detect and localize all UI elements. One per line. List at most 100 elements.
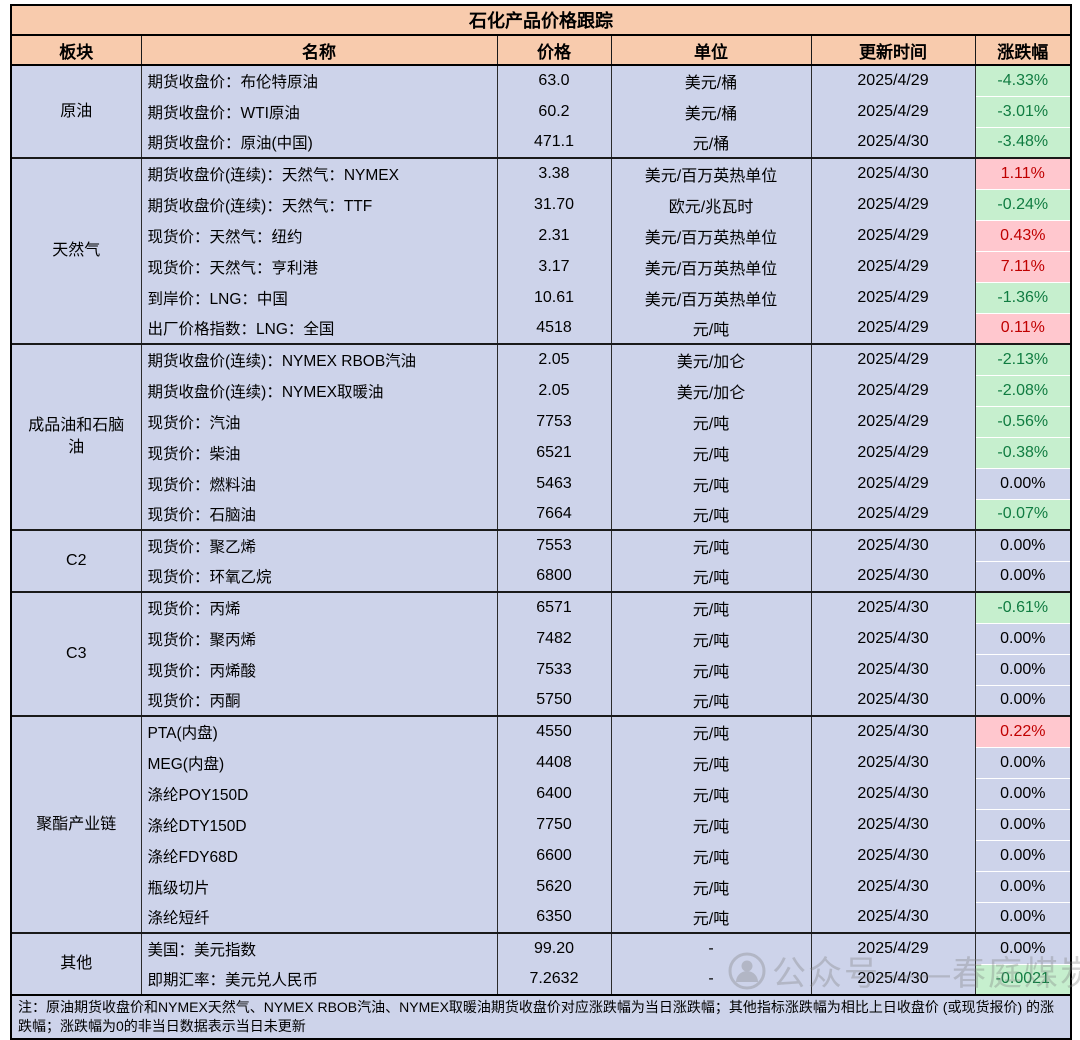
table-row: 现货价：丙烯酸 7533 元/吨 2025/4/30 0.00% [11, 653, 1073, 685]
unit-cell: 元/吨 [610, 591, 812, 623]
price-cell: 7482 [496, 623, 612, 654]
product-name-cell: 涤纶DTY150D [140, 809, 498, 840]
product-name-cell: 现货价：环氧乙烷 [140, 561, 498, 592]
unit-cell: 元/吨 [610, 654, 812, 685]
unit-cell: 元/吨 [610, 529, 812, 561]
column-header-name: 名称 [140, 34, 498, 66]
column-header-sector: 板块 [10, 34, 142, 66]
table-row: 期货收盘价：原油(中国) 471.1 元/桶 2025/4/30 -3.48% [11, 126, 1073, 158]
section-label: C3 [10, 591, 142, 716]
table-row: 现货价：聚丙烯 7482 元/吨 2025/4/30 0.00% [11, 622, 1073, 654]
price-cell: 7664 [496, 499, 612, 530]
price-cell: 6400 [496, 778, 612, 809]
price-cell: 6521 [496, 437, 612, 468]
product-name-cell: 期货收盘价：布伦特原油 [140, 64, 498, 96]
update-date-cell: 2025/4/29 [810, 932, 976, 964]
price-cell: 5620 [496, 871, 612, 902]
page-title: 石化产品价格跟踪 [9, 4, 1073, 36]
table-row: 到岸价：LNG：中国 10.61 美元/百万英热单位 2025/4/29 -1.36% [11, 281, 1073, 313]
table-row: 期货收盘价(连续)：NYMEX取暖油 2.05 美元/加仑 2025/4/29 -2.0… [11, 374, 1073, 406]
update-date-cell: 2025/4/30 [810, 964, 976, 995]
update-date-cell: 2025/4/30 [810, 715, 976, 747]
column-header-update-time: 更新时间 [810, 34, 976, 66]
price-cell: 10.61 [496, 282, 612, 313]
price-cell: 6350 [496, 902, 612, 933]
unit-cell: - [610, 932, 812, 964]
unit-cell: 元/吨 [610, 313, 812, 344]
change-percent-cell: 0.00% [974, 777, 1073, 809]
price-cell: 7753 [496, 406, 612, 437]
table-row: 瓶级切片 5620 元/吨 2025/4/30 0.00% [11, 870, 1073, 902]
price-cell: 5463 [496, 468, 612, 499]
price-cell: 31.70 [496, 189, 612, 220]
price-cell: 7553 [496, 529, 612, 561]
update-date-cell: 2025/4/29 [810, 251, 976, 282]
table-row: 涤纶FDY68D 6600 元/吨 2025/4/30 0.00% [11, 839, 1073, 871]
unit-cell: 元/吨 [610, 623, 812, 654]
price-tracking-sheet: 石化产品价格跟踪 板块 名称 价格 单位 更新时间 涨跌幅 原油 期货收盘价：布伦… [9, 4, 1073, 1040]
unit-cell: 元/吨 [610, 468, 812, 499]
update-date-cell: 2025/4/30 [810, 747, 976, 778]
table-row: 现货价：天然气：纽约 2.31 美元/百万英热单位 2025/4/29 0.43% [11, 219, 1073, 251]
change-percent-cell: -1.36% [974, 281, 1073, 313]
change-percent-cell: -2.13% [974, 343, 1073, 375]
table-row: 现货价：天然气：亨利港 3.17 美元/百万英热单位 2025/4/29 7.11% [11, 250, 1073, 282]
change-percent-cell: 0.00% [974, 653, 1073, 685]
change-percent-cell: 0.00% [974, 529, 1073, 561]
unit-cell: 美元/加仑 [610, 343, 812, 375]
product-name-cell: 出厂价格指数：LNG：全国 [140, 313, 498, 344]
price-cell: 7750 [496, 809, 612, 840]
table-body: 原油 期货收盘价：布伦特原油 63.0 美元/桶 2025/4/29 -4.33% 期货收盘… [10, 64, 1073, 995]
section-label: 聚酯产业链 [10, 715, 142, 933]
table-row: 现货价：丙酮 5750 元/吨 2025/4/30 0.00% [11, 684, 1073, 716]
update-date-cell: 2025/4/30 [810, 591, 976, 623]
unit-cell: 元/吨 [610, 809, 812, 840]
change-percent-cell: 0.43% [974, 219, 1073, 251]
product-name-cell: 到岸价：LNG：中国 [140, 282, 498, 313]
price-cell: 5750 [496, 685, 612, 716]
change-percent-cell: 7.11% [974, 250, 1073, 282]
section-label: 成品油和石脑油 [10, 343, 142, 530]
change-percent-cell: 0.00% [974, 808, 1073, 840]
table-row: 现货价：汽油 7753 元/吨 2025/4/29 -0.56% [11, 405, 1073, 437]
unit-cell: 元/吨 [610, 747, 812, 778]
product-name-cell: 现货价：丙烯酸 [140, 654, 498, 685]
price-cell: 6800 [496, 561, 612, 592]
update-date-cell: 2025/4/30 [810, 778, 976, 809]
title-row: 石化产品价格跟踪 [9, 4, 1073, 36]
price-cell: 2.31 [496, 220, 612, 251]
table-row: 现货价：石脑油 7664 元/吨 2025/4/29 -0.07% [11, 498, 1073, 530]
product-name-cell: 现货价：聚丙烯 [140, 623, 498, 654]
update-date-cell: 2025/4/29 [810, 220, 976, 251]
product-name-cell: 期货收盘价：原油(中国) [140, 127, 498, 158]
product-name-cell: 现货价：聚乙烯 [140, 529, 498, 561]
unit-cell: 元/吨 [610, 902, 812, 933]
table-row: 现货价：环氧乙烷 6800 元/吨 2025/4/30 0.00% [11, 560, 1073, 592]
update-date-cell: 2025/4/29 [810, 406, 976, 437]
unit-cell: 元/吨 [610, 715, 812, 747]
section-label: 其他 [10, 932, 142, 995]
footnote-row: 注：原油期货收盘价和NYMEX天然气、NYMEX RBOB汽油、NYMEX取暖油… [9, 994, 1073, 1040]
product-name-cell: 现货价：燃料油 [140, 468, 498, 499]
product-name-cell: PTA(内盘) [140, 715, 498, 747]
product-name-cell: 现货价：天然气：亨利港 [140, 251, 498, 282]
change-percent-cell: -0.56% [974, 405, 1073, 437]
product-name-cell: 现货价：柴油 [140, 437, 498, 468]
price-cell: 4408 [496, 747, 612, 778]
update-date-cell: 2025/4/30 [810, 685, 976, 716]
product-name-cell: 瓶级切片 [140, 871, 498, 902]
table-row: 期货收盘价(连续)：天然气：TTF 31.70 欧元/兆瓦时 2025/4/29 -0.… [11, 188, 1073, 220]
product-name-cell: 美国：美元指数 [140, 932, 498, 964]
update-date-cell: 2025/4/29 [810, 343, 976, 375]
price-cell: 60.2 [496, 96, 612, 127]
change-percent-cell: 0.00% [974, 467, 1073, 499]
product-name-cell: 涤纶短纤 [140, 902, 498, 933]
unit-cell: 元/吨 [610, 437, 812, 468]
table-row: MEG(内盘) 4408 元/吨 2025/4/30 0.00% [11, 746, 1073, 778]
table-row: 涤纶短纤 6350 元/吨 2025/4/30 0.00% [11, 901, 1073, 933]
unit-cell: 元/吨 [610, 778, 812, 809]
update-date-cell: 2025/4/29 [810, 64, 976, 96]
price-cell: 471.1 [496, 127, 612, 158]
unit-cell: 元/吨 [610, 871, 812, 902]
table-row: 即期汇率：美元兑人民币 7.2632-2025/4/30 -0.0021 [11, 963, 1073, 995]
